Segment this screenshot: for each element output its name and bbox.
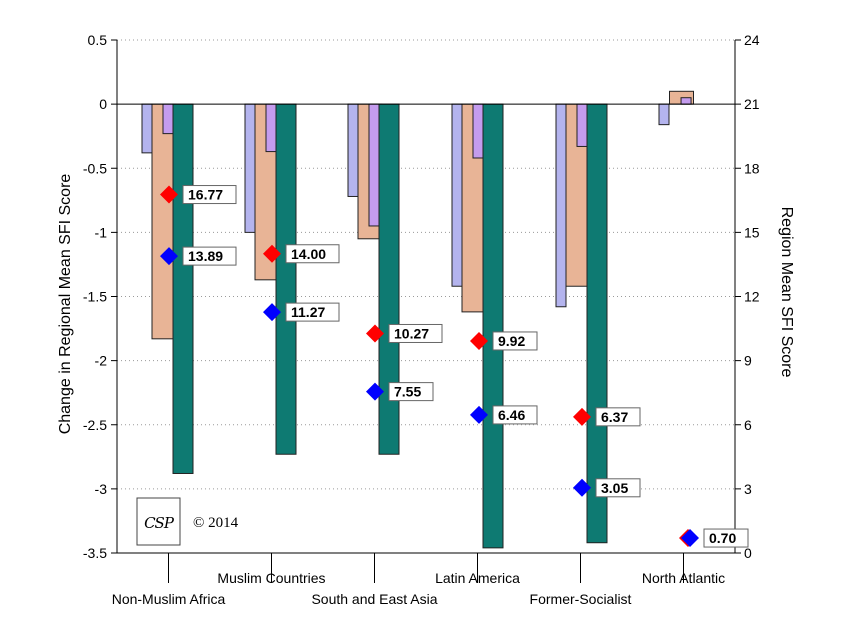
right-tick-label: 12 [744,289,760,305]
data-label-box [285,244,340,264]
data-label: 3.05 [601,480,628,496]
left-tick-label: -3.5 [83,545,107,561]
data-label-box [492,331,538,351]
category-label: South and East Asia [311,591,437,607]
right-axis-title: Region Mean SFI Score [778,207,795,378]
marker-diamond [681,529,699,548]
marker-diamond [263,244,281,263]
data-label-box [285,302,340,322]
right-tick-label: 9 [744,353,752,369]
bar [555,103,567,308]
right-tick-label: 15 [744,224,760,240]
data-label: 11.27 [291,304,325,320]
bar [265,103,277,153]
bar [378,103,400,455]
left-tick-label: -1 [95,224,108,240]
marker-diamond [366,382,384,401]
data-label-box [182,185,237,205]
data-label-box [492,405,538,425]
marker-diamond [573,478,591,497]
bar [472,103,484,159]
left-tick-label: -3 [95,481,108,497]
data-label-box [388,382,434,402]
copyright-text: © 2014 [193,515,239,531]
right-axis-ticks: 24 21 18 15 12 9 6 3 0 [735,32,760,561]
data-label: 0.70 [709,530,736,546]
data-label: 10.27 [394,325,429,341]
bar [244,103,256,233]
bars [141,90,694,549]
right-tick-label: 3 [744,481,752,497]
right-tick-label: 0 [744,545,752,561]
grid [117,39,735,554]
data-label-box [388,323,443,343]
left-axis-title: Change in Regional Mean SFI Score [57,174,74,435]
right-tick-label: 18 [744,160,760,176]
marker-diamond [160,185,178,204]
bar [658,103,670,126]
marker-diamond [160,247,178,266]
data-label-box [595,478,641,498]
marker-diamond [573,407,591,426]
bar [275,103,297,455]
bar [347,103,359,197]
left-tick-label: -0.5 [83,160,107,176]
left-tick-label: -2.5 [83,417,107,433]
bar [482,103,504,549]
bar [576,103,588,147]
category-label: Former-Socialist [530,591,632,607]
data-label: 13.89 [188,248,223,264]
marker-diamond [470,405,488,424]
left-axis-ticks: 0.5 0 -0.5 -1 -1.5 -2 -2.5 -3 -3.5 [83,32,117,561]
bar [162,103,174,135]
data-label-box [595,407,641,427]
left-tick-label: -2 [95,353,108,369]
bar [586,103,608,544]
data-label-box [703,528,749,548]
bar [172,103,194,474]
bar [451,103,463,287]
data-label: 14.00 [291,246,326,262]
data-label: 6.37 [601,409,628,425]
right-tick-label: 21 [744,96,760,112]
right-tick-label: 24 [744,32,760,48]
category-labels: Non-Muslim Africa Muslim Countries South a… [112,553,725,607]
data-label: 9.92 [498,333,525,349]
category-label: Latin America [435,570,520,586]
csp-logo: CSP [136,497,181,546]
bar [680,97,692,105]
bar [141,103,153,154]
data-label: 16.77 [188,187,223,203]
marker-diamond [263,303,281,322]
svg-text:CSP: CSP [144,514,175,532]
marker-diamond [470,331,488,350]
markers: 16.77 14.00 10.27 9.92 6.37 13.89 11.27 7.55 6.4… [160,185,749,548]
category-label: Non-Muslim Africa [112,591,226,607]
data-label: 6.46 [498,407,525,423]
right-tick-label: 6 [744,417,752,433]
bar [151,103,177,340]
data-label: 7.55 [394,384,421,400]
category-label: North Atlantic [642,570,725,586]
category-label: Muslim Countries [217,570,325,586]
marker-diamond [366,324,384,343]
left-tick-label: 0 [99,96,107,112]
left-tick-label: 0.5 [88,32,108,48]
data-label-box [182,246,237,266]
left-tick-label: -1.5 [83,289,107,305]
bar [368,103,380,227]
